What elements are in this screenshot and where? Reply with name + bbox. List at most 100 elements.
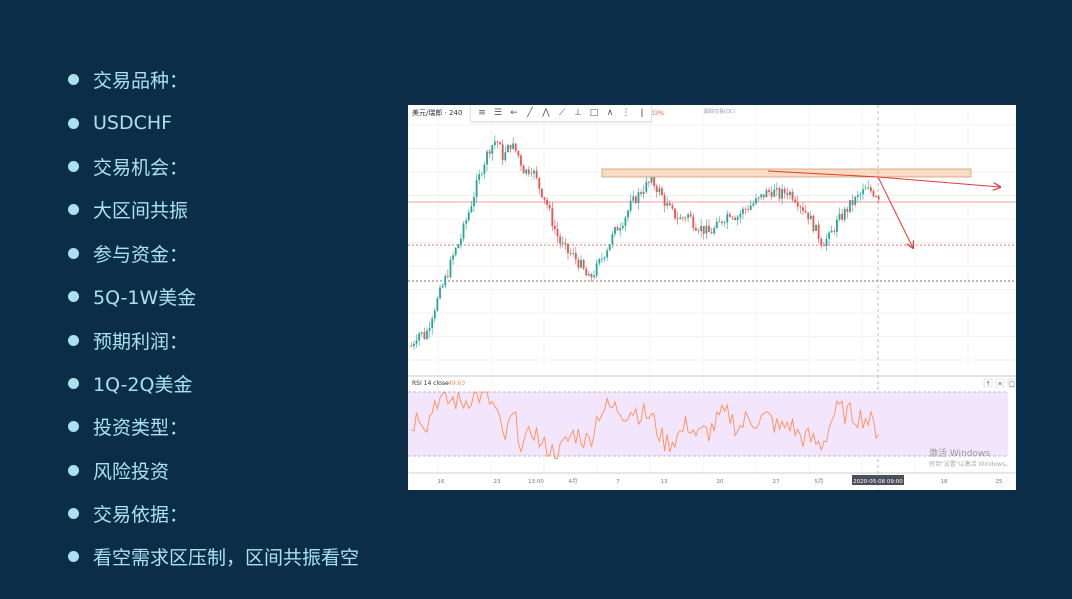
- candle-body: [752, 203, 755, 206]
- candle-body: [441, 285, 444, 288]
- candle-body: [736, 217, 739, 220]
- candle-body: [775, 188, 778, 190]
- bullet-dot-icon: [68, 464, 79, 476]
- candle-body: [642, 191, 645, 194]
- candle-body: [522, 165, 525, 174]
- candle-body: [449, 259, 452, 277]
- candle-body: [587, 274, 590, 276]
- candle-body: [574, 252, 577, 260]
- bullet-dot-icon: [68, 160, 79, 172]
- bullet-list: 交易品种： USDCHF 交易机会： 大区间共振 参与资金： 5Q-1W美金 预…: [68, 58, 359, 579]
- bullet-trade-opportunity-value: 大区间共振: [68, 188, 359, 231]
- x-axis-label: 5月: [815, 478, 824, 485]
- arrow-right: [877, 176, 1000, 187]
- candle-body: [718, 221, 721, 223]
- x-axis-label: 23: [494, 479, 501, 485]
- pattern-tool-icon[interactable]: ⋀: [542, 108, 550, 118]
- candle-body: [418, 333, 421, 341]
- candle-body: [838, 213, 841, 220]
- x-axis-label: 16: [438, 479, 445, 485]
- trendline-tool-icon[interactable]: ╱: [527, 108, 533, 118]
- candle-body: [499, 142, 501, 145]
- candle-body: [666, 203, 669, 206]
- candle-body: [509, 144, 512, 149]
- bullet-dot-icon: [68, 334, 79, 346]
- candle-body: [473, 197, 475, 207]
- candle-body: [804, 210, 807, 213]
- bullet-text: 交易依据：: [93, 504, 189, 527]
- candle-body: [846, 208, 849, 212]
- rsi-close-icon: ×: [997, 381, 1002, 388]
- arrow-left-tool-icon[interactable]: ←: [510, 108, 518, 118]
- bullet-text: 1Q-2Q美金: [93, 373, 193, 396]
- symbol-label: 美元/瑞郎 · 240: [412, 108, 462, 117]
- rsi-maximize-button: [1007, 378, 1016, 388]
- x-axis-labels: 16 23 13:00 4月 7 13 20 27 5月 2020-05-08 09:00 18 25: [438, 475, 1003, 485]
- candle-body: [809, 215, 812, 220]
- candle-body: [708, 225, 710, 233]
- rsi-up-icon: ↑: [985, 381, 990, 388]
- candle-body: [877, 196, 880, 200]
- candle-body: [444, 276, 447, 286]
- candle-body: [671, 205, 674, 209]
- list-tool-icon[interactable]: ☰: [493, 108, 503, 118]
- candle-body: [454, 248, 457, 256]
- candle-body: [433, 310, 436, 319]
- candle-body: [616, 227, 619, 231]
- bullet-dot-icon: [68, 117, 79, 129]
- channel-tool-icon[interactable]: ⟋: [558, 108, 566, 118]
- bullet-basis-value: 看空需求区压制，区间共振看空: [68, 535, 359, 578]
- candle-body: [762, 194, 765, 198]
- candle-body: [467, 212, 470, 221]
- candle-body: [872, 191, 875, 197]
- candle-body: [833, 230, 836, 232]
- candle-body: [431, 318, 434, 329]
- bullet-dot-icon: [68, 421, 79, 433]
- candle-body: [817, 224, 820, 239]
- candle-body: [747, 209, 750, 210]
- candle-body: [632, 196, 635, 201]
- candle-body: [488, 151, 491, 154]
- candle-body: [426, 330, 428, 339]
- candle-body: [491, 145, 494, 154]
- settings-tool-icon[interactable]: ≡: [478, 108, 486, 118]
- x-axis-label: 27: [773, 479, 780, 485]
- candle-body: [653, 176, 656, 187]
- candle-body: [446, 276, 449, 277]
- drawing-toolbar[interactable]: ≡ ☰ ← ╱ ⋀ ⟋ ⟂ □ ∧ ⋮ ǀ: [470, 105, 652, 122]
- candle-body: [436, 298, 439, 311]
- candle-body: [423, 332, 426, 339]
- bullet-profit-label: 预期利润：: [68, 318, 359, 361]
- wave-tool-icon[interactable]: ∧: [606, 108, 614, 118]
- candle-body: [525, 169, 528, 174]
- candle-body: [470, 206, 473, 213]
- resistance-zone: [601, 168, 972, 178]
- candle-body: [721, 221, 723, 224]
- top-center-label: 跟踪交易(DC): [704, 108, 735, 115]
- candle-body: [841, 213, 844, 220]
- candle-body: [692, 216, 695, 228]
- bullet-text: 交易机会：: [93, 156, 189, 179]
- candle-body: [543, 197, 546, 200]
- candle-body: [483, 164, 486, 174]
- candle-body: [535, 170, 538, 178]
- text-tool-icon[interactable]: ǀ: [640, 108, 644, 118]
- candle-body: [413, 343, 415, 347]
- measure-tool-icon[interactable]: ⟂: [574, 108, 581, 118]
- brush-tool-icon[interactable]: ⋮: [621, 108, 631, 118]
- x-axis-label: 13:00: [528, 479, 544, 485]
- bullet-text: 风险投资: [93, 460, 170, 483]
- x-axis-label: 7: [616, 479, 620, 485]
- rectangle-tool-icon[interactable]: □: [589, 108, 599, 118]
- rsi-maximize-icon: □: [1009, 381, 1015, 388]
- bullet-trade-instrument-value: USDCHF: [68, 101, 359, 144]
- x-axis-label: 20: [717, 479, 724, 485]
- bullet-dot-icon: [68, 508, 79, 520]
- candle-body: [700, 226, 703, 232]
- candle-body: [789, 191, 791, 196]
- candle-body: [679, 217, 682, 219]
- bullet-text: USDCHF: [93, 112, 173, 135]
- candle-body: [650, 176, 653, 183]
- candle-body: [501, 144, 504, 161]
- candle-body: [687, 214, 689, 218]
